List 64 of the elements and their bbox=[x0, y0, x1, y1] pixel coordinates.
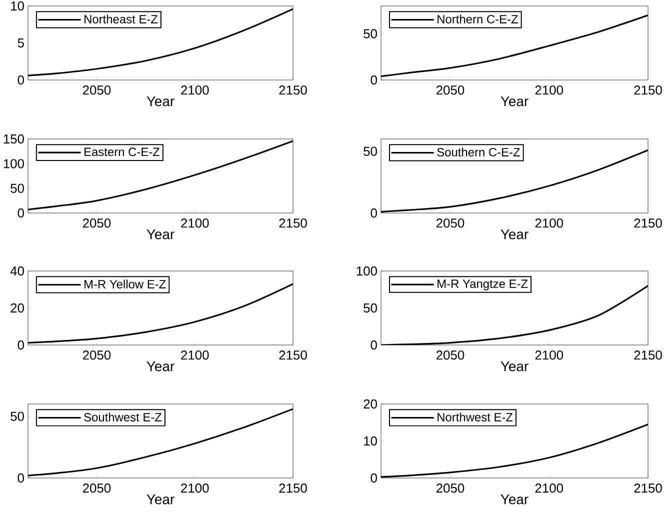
x-tick-label: 2150 bbox=[279, 484, 307, 493]
x-tick-label: 2150 bbox=[634, 484, 662, 493]
y-tick-label: 10 bbox=[364, 436, 377, 446]
x-tick-label: 2050 bbox=[82, 350, 111, 360]
x-axis-title: Year bbox=[500, 494, 528, 504]
y-tick-label: 50 bbox=[10, 412, 24, 421]
x-tick-label: 2100 bbox=[535, 86, 564, 95]
line-series bbox=[28, 8, 294, 76]
y-tick-label: 0 bbox=[18, 208, 24, 218]
x-tick-label: 2100 bbox=[535, 350, 564, 360]
x-tick-label: 2100 bbox=[181, 218, 209, 228]
x-tick-label: 2050 bbox=[82, 218, 111, 228]
legend-label: Northeast E-Z bbox=[84, 14, 158, 24]
legend-label: M-R Yangtze E-Z bbox=[438, 280, 528, 290]
legend-label: Eastern C-E-Z bbox=[84, 148, 160, 156]
y-tick-label: 0 bbox=[370, 473, 377, 483]
y-tick-label: 0 bbox=[18, 340, 24, 350]
legend-label: Southwest E-Z bbox=[84, 412, 162, 422]
y-tick-label: 0 bbox=[18, 473, 24, 483]
y-tick-label: 0 bbox=[370, 340, 377, 350]
x-axis-title: Year bbox=[146, 362, 174, 372]
y-tick-label: 10 bbox=[11, 1, 24, 11]
x-tick-label: 2100 bbox=[535, 218, 564, 228]
x-axis-title: Year bbox=[146, 96, 174, 106]
x-tick-label: 2100 bbox=[181, 350, 209, 360]
x-tick-label: 2150 bbox=[279, 218, 307, 228]
legend-label: M-R Yellow E-Z bbox=[84, 280, 166, 288]
y-tick-label: 0 bbox=[370, 208, 377, 218]
x-axis-title: Year bbox=[146, 230, 174, 240]
line-series bbox=[28, 140, 294, 210]
x-axis-title: Year bbox=[500, 96, 528, 106]
legend-label: Northwest E-Z bbox=[438, 412, 513, 422]
x-tick-label: 2150 bbox=[279, 86, 307, 95]
x-tick-label: 2100 bbox=[181, 86, 209, 95]
x-axis-title: Year bbox=[500, 362, 528, 372]
x-tick-label: 2050 bbox=[82, 86, 111, 95]
x-tick-label: 2100 bbox=[535, 484, 564, 493]
x-tick-label: 2050 bbox=[436, 86, 464, 95]
x-tick-label: 2150 bbox=[634, 86, 662, 95]
y-tick-label: 100 bbox=[4, 159, 24, 168]
x-axis-title: Year bbox=[500, 230, 528, 240]
y-tick-label: 20 bbox=[364, 399, 377, 409]
legend-label: Southern C-E-Z bbox=[437, 148, 520, 156]
y-tick-label: 5 bbox=[18, 38, 24, 48]
y-tick-label: 40 bbox=[10, 266, 24, 276]
y-tick-label: 50 bbox=[364, 146, 377, 156]
x-tick-label: 2100 bbox=[181, 484, 209, 493]
y-tick-label: 100 bbox=[356, 266, 377, 276]
x-tick-label: 2150 bbox=[279, 350, 307, 360]
x-tick-label: 2050 bbox=[436, 350, 464, 360]
x-tick-label: 2050 bbox=[436, 218, 464, 228]
legend-label: Northern C-E-Z bbox=[438, 14, 518, 24]
y-tick-label: 150 bbox=[4, 134, 24, 144]
x-tick-label: 2050 bbox=[436, 484, 464, 493]
y-tick-label: 0 bbox=[370, 75, 377, 85]
y-tick-label: 0 bbox=[18, 75, 24, 85]
y-tick-label: 50 bbox=[364, 303, 377, 313]
x-tick-label: 2050 bbox=[82, 484, 111, 493]
y-tick-label: 50 bbox=[10, 184, 24, 193]
x-axis-title: Year bbox=[146, 494, 174, 504]
y-tick-label: 20 bbox=[10, 303, 24, 313]
y-tick-label: 50 bbox=[364, 29, 377, 38]
x-tick-label: 2150 bbox=[634, 350, 662, 360]
x-tick-label: 2150 bbox=[634, 218, 662, 228]
